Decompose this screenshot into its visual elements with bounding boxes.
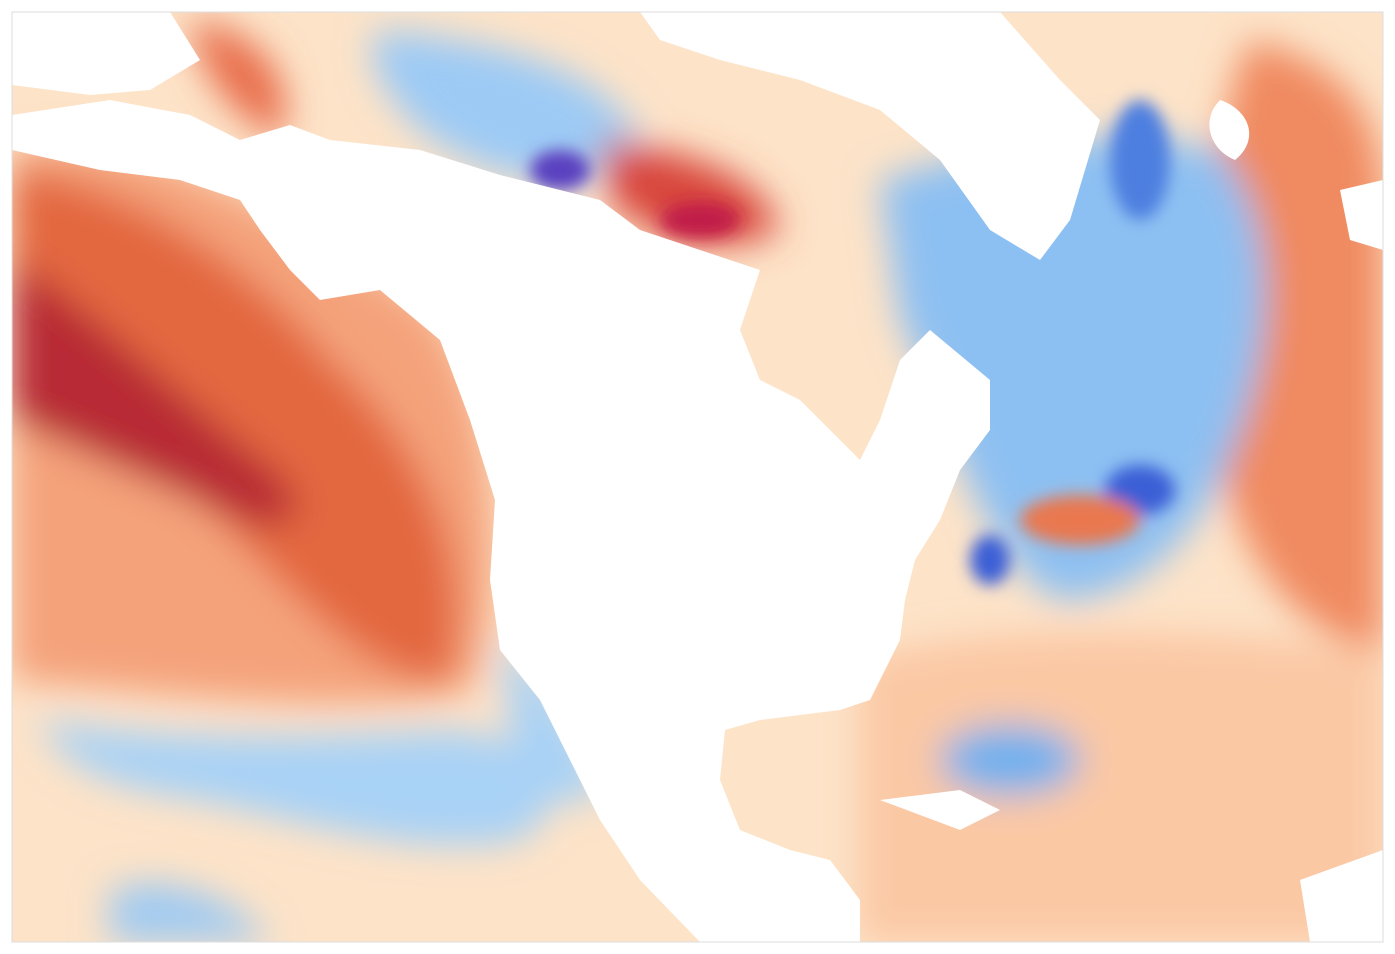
gulf-stream-warm <box>1020 495 1140 545</box>
caribbean-islands <box>880 790 1000 830</box>
south-america <box>1300 850 1383 942</box>
east-atlantic-warm <box>1211 40 1383 650</box>
map-frame <box>11 11 1384 943</box>
land <box>12 12 1383 942</box>
north-america <box>12 100 990 942</box>
siberia <box>12 12 200 95</box>
iceland <box>1209 100 1250 160</box>
subtropic-atlantic-warm <box>860 632 1383 942</box>
anomaly-details <box>530 100 1175 585</box>
arctic-hot-core <box>660 202 740 238</box>
arctic-cool <box>372 30 640 181</box>
labrador-cold <box>1110 100 1170 220</box>
tropical-cool <box>40 720 554 846</box>
europe-edge <box>1340 180 1383 250</box>
arctic-cold-core <box>530 150 590 190</box>
greenland-arctic <box>640 12 1100 260</box>
pacific-warm-core <box>12 170 458 681</box>
southern-cool <box>110 883 270 942</box>
pacific-hot-core <box>12 260 297 526</box>
bering-warm <box>190 20 286 140</box>
shelf-cold <box>970 535 1010 585</box>
atlantic-cool-patch <box>940 725 1080 795</box>
